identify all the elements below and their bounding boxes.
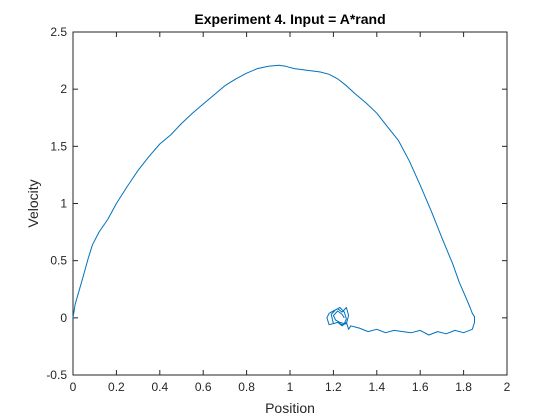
chart-title: Experiment 4. Input = A*rand [194, 11, 385, 27]
x-tick-label: 0 [70, 380, 77, 394]
y-tick-label: -0.5 [46, 368, 67, 382]
series-group [72, 64, 475, 336]
x-axis: 0 0.2 0.4 0.6 0.8 1 1.2 1.4 1.6 1.8 2 [70, 32, 511, 394]
y-tick-label: 0.5 [50, 254, 67, 268]
x-tick-label: 2 [504, 380, 511, 394]
plot-area [72, 31, 508, 376]
y-axis: -0.5 0 0.5 1 1.5 2 2.5 [46, 25, 507, 382]
x-tick-label: 1.6 [412, 380, 429, 394]
series-line [72, 64, 475, 336]
x-tick-label: 1.4 [368, 380, 385, 394]
y-tick-label: 0 [60, 311, 67, 325]
x-tick-label: 0.4 [151, 380, 168, 394]
y-axis-label: Velocity [25, 179, 41, 227]
x-tick-label: 0.6 [195, 380, 212, 394]
x-tick-label: 1 [287, 380, 294, 394]
x-tick-label: 1.2 [325, 380, 342, 394]
y-tick-label: 1.5 [50, 139, 67, 153]
x-axis-label: Position [265, 400, 315, 416]
y-tick-label: 2.5 [50, 25, 67, 39]
y-tick-label: 1 [60, 197, 67, 211]
x-tick-label: 1.8 [455, 380, 472, 394]
x-tick-label: 0.2 [108, 380, 125, 394]
x-tick-label: 0.8 [238, 380, 255, 394]
y-tick-label: 2 [60, 82, 67, 96]
